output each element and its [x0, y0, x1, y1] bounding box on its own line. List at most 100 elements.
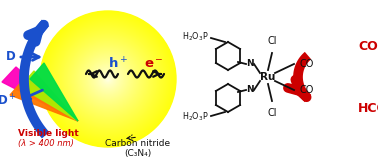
Circle shape: [80, 51, 136, 107]
Circle shape: [44, 15, 172, 143]
Circle shape: [40, 11, 176, 147]
Circle shape: [50, 20, 167, 138]
Circle shape: [105, 76, 110, 81]
Text: N: N: [246, 86, 254, 95]
Polygon shape: [2, 67, 78, 121]
Circle shape: [82, 53, 134, 105]
Circle shape: [71, 42, 146, 116]
Circle shape: [73, 44, 143, 114]
Text: D: D: [6, 50, 16, 63]
Text: H$_2$O$_3$P: H$_2$O$_3$P: [183, 111, 209, 123]
Circle shape: [94, 65, 122, 93]
Circle shape: [69, 40, 147, 118]
Circle shape: [45, 16, 171, 142]
Circle shape: [91, 62, 125, 96]
Circle shape: [41, 12, 175, 146]
Circle shape: [84, 55, 132, 103]
Circle shape: [77, 48, 139, 110]
Circle shape: [88, 59, 127, 99]
Circle shape: [56, 27, 160, 131]
Circle shape: [72, 43, 144, 115]
Circle shape: [43, 14, 173, 144]
Circle shape: [79, 50, 137, 108]
Circle shape: [47, 18, 169, 140]
Text: h$^+$: h$^+$: [108, 56, 128, 72]
Circle shape: [52, 23, 164, 135]
Text: (C₃N₄): (C₃N₄): [124, 149, 152, 158]
Text: CO: CO: [300, 59, 314, 69]
Polygon shape: [20, 71, 78, 121]
Circle shape: [70, 41, 146, 117]
Circle shape: [106, 77, 110, 81]
Circle shape: [107, 78, 109, 80]
Circle shape: [76, 47, 140, 111]
Circle shape: [105, 76, 112, 82]
Circle shape: [54, 25, 163, 133]
Circle shape: [43, 14, 174, 144]
Circle shape: [93, 64, 123, 94]
Circle shape: [95, 66, 121, 92]
Circle shape: [93, 65, 122, 94]
Text: Carbon nitride: Carbon nitride: [105, 139, 170, 148]
Circle shape: [103, 74, 113, 84]
Circle shape: [97, 68, 119, 90]
Circle shape: [88, 59, 129, 99]
Circle shape: [78, 49, 138, 109]
Circle shape: [92, 63, 124, 95]
Circle shape: [61, 32, 155, 126]
Circle shape: [100, 71, 116, 87]
Text: Ru: Ru: [260, 72, 276, 82]
Circle shape: [67, 38, 149, 120]
Circle shape: [42, 13, 174, 145]
Circle shape: [77, 48, 139, 110]
Circle shape: [48, 20, 167, 138]
Circle shape: [86, 57, 130, 101]
Text: N: N: [246, 59, 254, 68]
Circle shape: [58, 29, 158, 129]
Circle shape: [82, 53, 133, 105]
Circle shape: [90, 61, 126, 97]
Circle shape: [84, 54, 133, 104]
Circle shape: [75, 46, 141, 112]
Circle shape: [54, 25, 161, 133]
Circle shape: [65, 37, 150, 122]
Circle shape: [104, 75, 112, 83]
Circle shape: [102, 73, 114, 85]
Circle shape: [74, 45, 142, 113]
Text: Cl: Cl: [267, 36, 277, 46]
Circle shape: [63, 34, 153, 124]
Text: CO₂: CO₂: [358, 41, 378, 53]
Text: e$^-$: e$^-$: [144, 57, 164, 70]
Text: CO: CO: [300, 85, 314, 95]
Circle shape: [55, 26, 161, 132]
Circle shape: [87, 58, 129, 100]
Circle shape: [57, 28, 159, 130]
Circle shape: [60, 31, 156, 127]
Text: (λ > 400 nm): (λ > 400 nm): [18, 139, 74, 148]
Text: Visible light: Visible light: [18, 129, 79, 138]
Circle shape: [64, 35, 152, 123]
Circle shape: [99, 70, 117, 88]
Circle shape: [53, 24, 163, 134]
Circle shape: [99, 70, 116, 88]
Circle shape: [71, 42, 144, 116]
Circle shape: [68, 39, 148, 119]
Circle shape: [96, 67, 120, 91]
Text: D$^+$: D$^+$: [0, 93, 16, 109]
Circle shape: [51, 22, 165, 136]
Circle shape: [65, 36, 151, 122]
Circle shape: [67, 37, 150, 121]
Circle shape: [59, 30, 157, 128]
Circle shape: [60, 31, 156, 127]
Circle shape: [62, 33, 154, 125]
Circle shape: [50, 21, 166, 137]
Polygon shape: [30, 63, 78, 121]
Circle shape: [89, 60, 127, 98]
Text: H$_2$O$_3$P: H$_2$O$_3$P: [183, 31, 209, 43]
Circle shape: [85, 56, 131, 102]
Circle shape: [46, 17, 170, 141]
Circle shape: [81, 52, 135, 106]
Text: Cl: Cl: [267, 108, 277, 118]
Polygon shape: [10, 79, 78, 121]
Circle shape: [48, 19, 168, 139]
